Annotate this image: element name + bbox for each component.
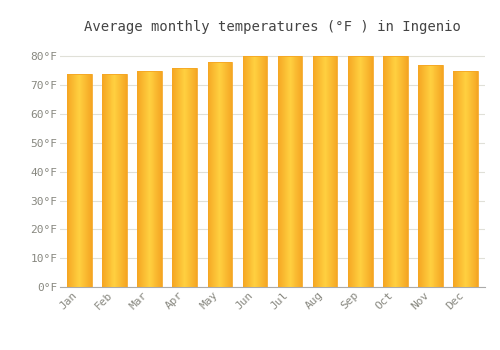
Bar: [172, 68, 197, 287]
Bar: [138, 71, 162, 287]
Bar: [454, 71, 478, 287]
Bar: [313, 56, 338, 287]
Bar: [418, 65, 443, 287]
Bar: [242, 56, 267, 287]
Bar: [348, 56, 372, 287]
Title: Average monthly temperatures (°F ) in Ingenio: Average monthly temperatures (°F ) in In…: [84, 20, 461, 34]
Bar: [208, 62, 232, 287]
Bar: [278, 56, 302, 287]
Bar: [383, 56, 407, 287]
Bar: [67, 74, 92, 287]
Bar: [102, 74, 126, 287]
